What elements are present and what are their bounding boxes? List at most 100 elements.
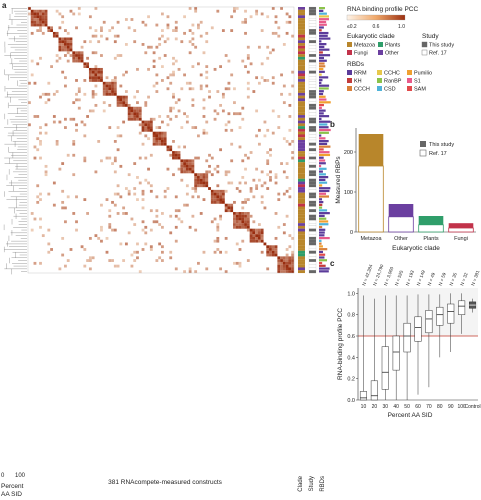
heatmap-cell — [122, 206, 126, 210]
clade-strip-cell — [298, 225, 305, 229]
dendro-tick-0: 0 — [1, 473, 5, 479]
study-strip-cell — [308, 231, 317, 235]
heatmap-cell — [136, 242, 139, 246]
study-strip-cell — [308, 42, 317, 46]
heatmap-cell — [61, 253, 65, 257]
heatmap-cell — [183, 270, 186, 274]
heatmap-cell — [288, 103, 292, 107]
heatmap-cell — [61, 48, 65, 52]
heatmap-cell — [83, 248, 87, 251]
rbd-strip-bar — [319, 98, 327, 101]
heatmap-cell — [133, 162, 137, 165]
heatmap-cell — [88, 256, 92, 260]
heatmap-cell — [113, 90, 117, 93]
heatmap-cell — [47, 92, 51, 96]
rbd-strip-bar — [319, 256, 325, 259]
heatmap-cell — [169, 106, 173, 110]
heatmap-cell — [113, 84, 117, 88]
heatmap-cell — [36, 62, 40, 66]
heatmap-cell — [241, 59, 245, 63]
heatmap-cell — [47, 250, 51, 254]
heatmap-cell — [61, 189, 65, 193]
heatmap-cell — [33, 9, 37, 13]
rbd-strip-bar — [319, 142, 328, 145]
heatmap-cell — [149, 184, 153, 188]
rbd-strip-bar — [319, 87, 329, 90]
heatmap-cell — [113, 34, 117, 38]
heatmap-cell — [113, 92, 117, 96]
study-strip-cell — [308, 70, 317, 74]
heatmap-cell — [213, 239, 217, 243]
heatmap-cell — [183, 162, 186, 165]
rbd-strip-bar — [319, 223, 329, 226]
clade-strip-cell — [298, 70, 305, 74]
heatmap-cell — [194, 9, 198, 13]
heatmap-cell — [30, 15, 34, 19]
heatmap-cell — [271, 250, 275, 254]
heatmap-cell — [260, 228, 264, 232]
heatmap-cell — [271, 31, 275, 35]
heatmap-cell — [100, 228, 103, 232]
heatmap-cell — [44, 92, 48, 96]
heatmap-cell — [161, 134, 164, 138]
heatmap-cell — [144, 178, 148, 182]
heatmap-cell — [72, 59, 76, 63]
heatmap-cell — [33, 261, 37, 265]
heatmap-cell — [102, 87, 106, 91]
heatmap-cell — [75, 220, 78, 224]
study-strip-cell — [308, 200, 317, 204]
b-y-tick-label: 0 — [350, 230, 353, 236]
heatmap-cell — [119, 98, 123, 102]
heatmap-cell — [58, 40, 62, 44]
heatmap-cell — [177, 167, 181, 171]
heatmap-cell — [260, 239, 264, 243]
heatmap-cell — [64, 40, 67, 44]
legend-rbd-label: SAM — [414, 87, 426, 93]
legend-rbd-title: RBDs — [347, 61, 365, 68]
heatmap-cell — [263, 120, 267, 124]
heatmap-cell — [94, 7, 98, 10]
heatmap-cell — [208, 153, 211, 157]
heatmap-cell — [83, 198, 87, 202]
heatmap-cell — [88, 259, 92, 262]
heatmap-cell — [58, 56, 62, 60]
rbd-strip-bar — [319, 34, 328, 37]
heatmap-cell — [141, 43, 145, 46]
heatmap-cell — [183, 159, 186, 163]
heatmap-cell — [39, 95, 42, 99]
heatmap-cell — [244, 20, 247, 24]
clade-strip-cell — [298, 101, 305, 105]
heatmap-cell — [235, 187, 239, 190]
heatmap-cell — [235, 225, 239, 229]
heatmap-cell — [238, 212, 242, 215]
heatmap-cell — [108, 259, 112, 262]
heatmap-cell — [130, 264, 134, 268]
heatmap-cell — [39, 142, 42, 146]
heatmap-cell — [224, 128, 228, 132]
heatmap-cell — [199, 34, 203, 38]
colorbar-tick-mid: 0.6 — [373, 24, 380, 30]
heatmap-cell — [274, 212, 278, 215]
heatmap-cell — [108, 214, 112, 218]
heatmap-cell — [288, 259, 292, 262]
heatmap-cell — [169, 231, 173, 235]
heatmap-cell — [280, 73, 283, 77]
heatmap-cell — [277, 264, 281, 268]
clade-strip-cell — [298, 170, 305, 174]
study-strip-cell — [308, 123, 317, 127]
study-strip-cell — [308, 128, 317, 132]
heatmap-cell — [111, 87, 114, 91]
clade-strip-cell — [298, 79, 305, 82]
rbd-strip-bar — [319, 67, 324, 71]
heatmap-cell — [58, 12, 62, 16]
heatmap-cell — [28, 123, 31, 127]
rbd-strip-bar — [319, 31, 329, 35]
heatmap-cell — [246, 95, 250, 99]
heatmap-cell — [116, 103, 120, 107]
heatmap-cell — [224, 206, 228, 210]
heatmap-cell — [28, 12, 31, 16]
study-strip-cell — [308, 120, 317, 124]
heatmap-cell — [227, 87, 231, 91]
heatmap-cell — [122, 120, 126, 124]
heatmap-cell — [219, 189, 223, 193]
